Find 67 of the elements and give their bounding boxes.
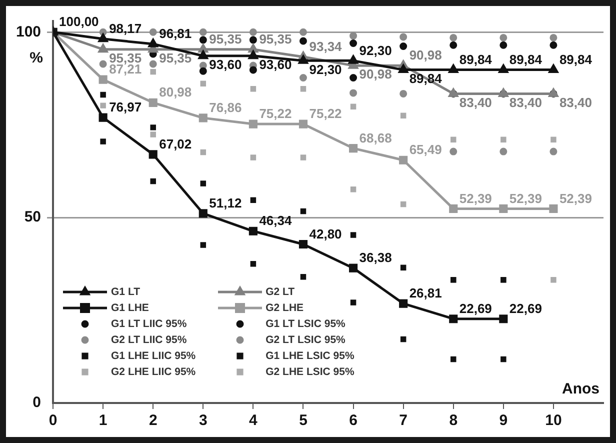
- data-label: 90,98: [359, 66, 392, 82]
- x-tick-label: 10: [545, 412, 562, 430]
- x-tick-label: 0: [48, 412, 58, 430]
- data-label: 51,12: [209, 195, 242, 210]
- legend-label: G2 LT: [266, 286, 295, 298]
- data-label: 100,00: [59, 14, 99, 30]
- x-tick-label: 5: [299, 412, 308, 430]
- data-label: 75,22: [309, 106, 342, 122]
- x-axis-title: Anos: [562, 380, 600, 398]
- data-label: 93,60: [259, 56, 292, 72]
- data-label: 46,34: [259, 213, 292, 228]
- data-label: 95,35: [109, 50, 142, 66]
- legend-label: G1 LT LIIC 95%: [111, 318, 187, 330]
- legend-label: G2 LHE LSIC 95%: [266, 366, 354, 378]
- x-tick-label: 9: [499, 412, 508, 430]
- legend-label: G2 LT LIIC 95%: [111, 334, 187, 346]
- y-tick-label: 0: [32, 394, 42, 412]
- data-label: 22,69: [459, 300, 492, 316]
- x-tick-label: 2: [148, 412, 158, 430]
- legend-label: G2 LT LSIC 95%: [266, 334, 346, 346]
- data-label: 89,84: [409, 70, 443, 86]
- data-label: 52,39: [459, 190, 492, 206]
- x-tick-label: 7: [399, 412, 408, 430]
- x-tick-label: 8: [449, 412, 458, 430]
- data-label: 75,22: [259, 106, 292, 122]
- x-tick-label: 3: [198, 412, 208, 430]
- data-label: 95,35: [159, 50, 192, 66]
- data-label: 52,39: [559, 190, 592, 206]
- data-label: 93,60: [209, 56, 242, 72]
- legend-label: G1 LT LSIC 95%: [266, 318, 346, 330]
- legend-label: G2 LHE LIIC 95%: [111, 366, 196, 378]
- legend-label: G1 LT: [111, 286, 140, 298]
- legend-label: G1 LHE LSIC 95%: [266, 350, 354, 362]
- data-label: 76,86: [209, 100, 242, 116]
- data-label: 89,84: [559, 52, 593, 67]
- data-label: 89,84: [509, 52, 543, 67]
- data-label: 52,39: [509, 190, 542, 206]
- data-label: 92,30: [359, 42, 392, 58]
- data-label: 22,69: [509, 300, 542, 316]
- data-label: 76,97: [109, 100, 142, 115]
- data-label: 68,68: [359, 130, 392, 146]
- data-label: 36,38: [359, 250, 392, 266]
- y-axis-title: %: [30, 49, 44, 66]
- data-label: 83,40: [559, 94, 592, 110]
- data-label: 89,84: [459, 52, 493, 67]
- legend-label: G1 LHE: [111, 302, 149, 314]
- x-tick-label: 1: [98, 412, 108, 430]
- data-label: 92,30: [309, 62, 342, 77]
- data-label: 83,40: [509, 94, 542, 110]
- data-label: 26,81: [409, 286, 442, 301]
- data-label: 80,98: [159, 84, 192, 100]
- data-label: 95,35: [209, 31, 242, 46]
- y-tick-label: 100: [16, 23, 42, 40]
- data-label: 93,34: [309, 38, 343, 54]
- legend-label: G1 LHE LIIC 95%: [111, 350, 196, 362]
- legend-label: G2 LHE: [266, 302, 304, 314]
- data-label: 67,02: [159, 136, 192, 152]
- y-tick-label: 50: [24, 208, 42, 226]
- x-tick-label: 6: [349, 412, 358, 430]
- data-label: 42,80: [309, 226, 342, 242]
- data-label: 95,35: [259, 31, 292, 46]
- data-label: 96,81: [159, 26, 192, 42]
- data-label: 90,98: [409, 48, 442, 63]
- data-label: 98,17: [109, 20, 142, 36]
- data-label: 83,40: [459, 94, 492, 110]
- x-tick-label: 4: [249, 412, 258, 430]
- data-label: 65,49: [409, 142, 442, 158]
